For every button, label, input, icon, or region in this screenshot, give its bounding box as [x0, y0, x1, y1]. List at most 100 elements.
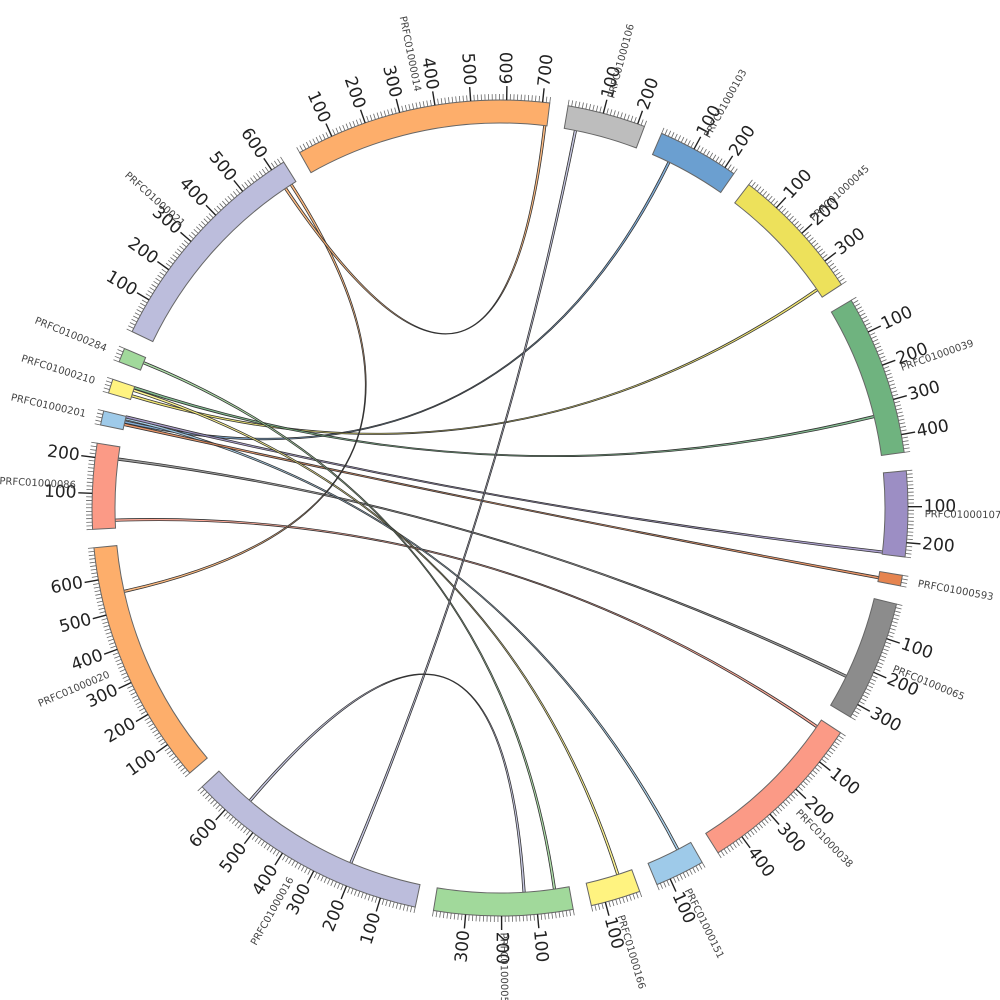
major-tick [541, 88, 545, 103]
major-tick [306, 870, 315, 884]
segment-prfc01000038 [705, 719, 842, 854]
minor-ticks-prfc01000058 [432, 909, 575, 922]
link-prfc01000201-prfc01000103 [124, 161, 671, 441]
major-tick [693, 136, 702, 150]
major-tick [881, 359, 896, 366]
major-tick [431, 91, 436, 106]
major-tick [795, 788, 807, 800]
segment-prfc01000065 [829, 598, 898, 718]
label-prfc01000284: PRFC01000284 [33, 316, 108, 355]
tick-label: 500 [457, 52, 479, 86]
minor-ticks-prfc01000210 [102, 377, 113, 394]
tick-label: 500 [205, 148, 241, 186]
tick-label: 200 [634, 75, 664, 112]
segment-blocks [91, 99, 909, 917]
tick-label: 400 [743, 843, 778, 881]
major-tick [340, 885, 348, 900]
minor-ticks-prfc01000593 [900, 574, 909, 588]
major-tick [769, 813, 780, 825]
major-tick [325, 123, 333, 137]
tick-label: 600 [497, 52, 518, 85]
major-tick [136, 292, 150, 301]
major-tick [118, 681, 132, 690]
segment-prfc01000014 [298, 99, 551, 174]
major-tick [873, 671, 887, 679]
tick-label: 500 [216, 839, 252, 877]
label-prfc01000045: PRFC01000045 [808, 164, 872, 224]
label-prfc01000166: PRFC01000166 [615, 914, 647, 991]
segment-prfc01000021 [131, 161, 297, 343]
tick-label: 600 [236, 124, 271, 162]
tick-label: 600 [49, 573, 84, 598]
major-tick [604, 901, 610, 916]
major-tick [84, 579, 99, 584]
tick-label: 300 [867, 703, 905, 736]
major-tick [536, 914, 540, 929]
minor-ticks-prfc01000016 [197, 786, 416, 914]
major-tick [157, 261, 170, 271]
major-tick [906, 541, 921, 545]
major-tick [818, 761, 831, 772]
tick-label: 100 [102, 267, 140, 301]
segment-prfc01000045 [734, 183, 843, 298]
label-prfc01000086: PRFC01000086 [0, 476, 76, 491]
major-tick [395, 98, 401, 113]
tick-label: 500 [57, 610, 94, 638]
tick-label: 100 [898, 634, 935, 663]
major-tick [81, 455, 96, 459]
major-tick [468, 87, 472, 102]
segment-prfc01000201 [99, 410, 127, 431]
tick-label: 100 [44, 482, 77, 503]
tick-label: 200 [124, 233, 162, 268]
link-prfc01000201-prfc01000107 [125, 415, 884, 554]
tick-label: 200 [492, 932, 512, 965]
tick-label: 400 [69, 645, 106, 675]
tick-label: 200 [319, 897, 350, 935]
tick-label: 700 [534, 53, 557, 87]
major-tick [901, 431, 916, 436]
minor-ticks-prfc01000107 [904, 469, 914, 559]
minor-ticks-prfc01000086 [85, 441, 98, 531]
sequence-labels: PRFC01000086PRFC01000201PRFC01000210PRFC… [0, 15, 1000, 1000]
major-tick [867, 325, 882, 333]
segment-prfc01000210 [107, 378, 136, 401]
segment-prfc01000284 [118, 347, 147, 371]
major-tick [215, 809, 226, 821]
link-prfc01000086-prfc01000065 [117, 457, 848, 678]
segment-prfc01000039 [830, 299, 905, 457]
segment-prfc01000166 [585, 869, 641, 907]
major-tick [801, 223, 813, 234]
segment-prfc01000103 [651, 132, 735, 194]
tick-label: 200 [101, 714, 139, 748]
major-tick [78, 492, 93, 495]
tick-label: 200 [340, 74, 370, 111]
major-tick [741, 836, 751, 849]
major-tick [463, 914, 467, 929]
label-prfc01000151: PRFC01000151 [682, 887, 726, 961]
major-tick [274, 852, 284, 866]
segment-prfc01000086 [91, 442, 121, 530]
major-tick [205, 204, 217, 216]
tick-label: 200 [921, 534, 955, 557]
minor-ticks-prfc01000201 [94, 409, 104, 426]
major-tick [857, 703, 871, 712]
segment-prfc01000058 [432, 886, 574, 917]
tick-label: 300 [831, 224, 869, 260]
tick-label: 400 [915, 416, 951, 442]
label-prfc01000107: PRFC01000107 [925, 509, 1000, 521]
link-prfc01000016-prfc01000058 [248, 673, 526, 893]
tick-label: 300 [452, 929, 475, 963]
minor-ticks-prfc01000065 [850, 603, 903, 721]
major-tick [893, 395, 907, 401]
major-tick [602, 99, 608, 114]
label-prfc01000201: PRFC01000201 [10, 392, 87, 420]
major-tick [637, 110, 644, 125]
tick-label: 100 [529, 929, 552, 963]
major-tick [92, 614, 107, 620]
major-tick [263, 157, 273, 171]
major-tick [886, 637, 901, 644]
label-prfc01000593: PRFC01000593 [917, 579, 994, 603]
label-prfc01000106: PRFC01000106 [606, 23, 637, 100]
major-tick [724, 155, 734, 168]
